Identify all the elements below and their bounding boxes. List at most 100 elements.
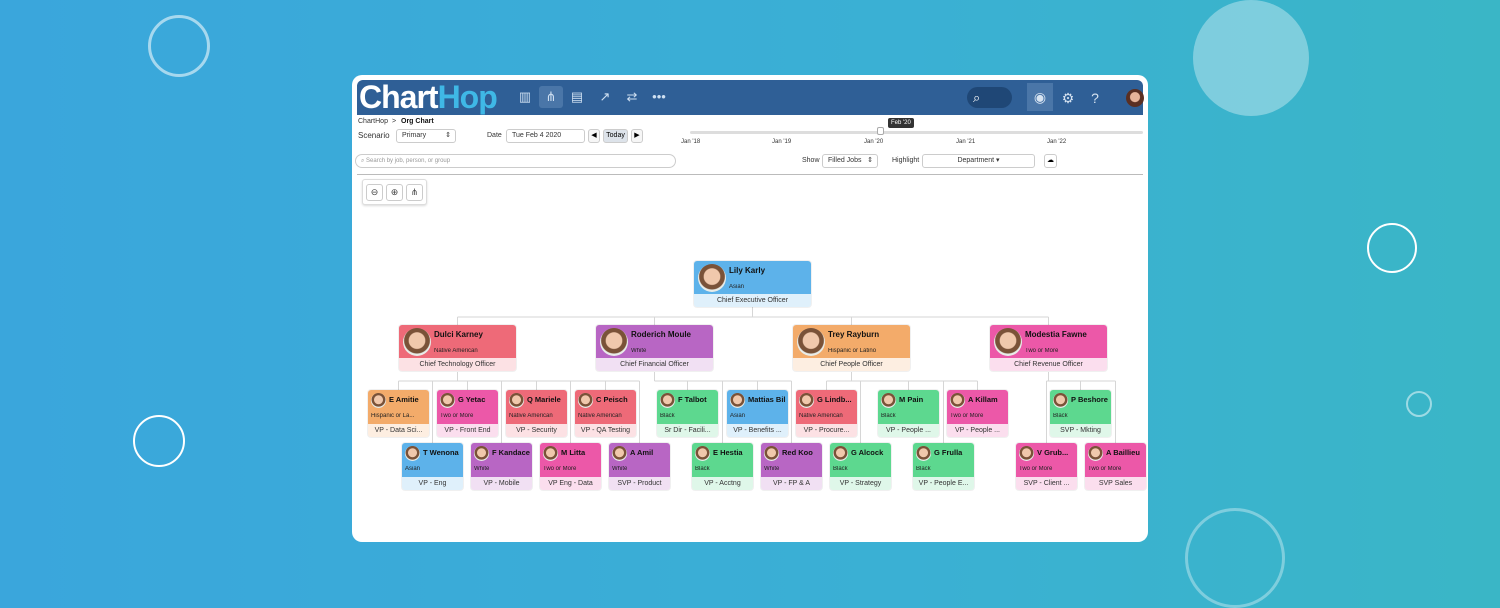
person-name: G Yetac <box>458 395 486 404</box>
person-demographic: Asian <box>729 284 745 290</box>
person-demographic: Asian <box>405 466 421 472</box>
table-icon[interactable]: ▤ <box>570 89 584 104</box>
person-card[interactable]: M Litta Two or More VP Eng - Data <box>540 443 601 490</box>
person-card[interactable]: Lily Karly Asian Chief Executive Officer <box>694 261 811 307</box>
person-demographic: Native American <box>799 413 843 419</box>
person-demographic: Hispanic or Latino <box>828 348 877 354</box>
card-header: M Litta Two or More <box>540 443 601 477</box>
person-card[interactable]: E Hestia Black VP - Acctng <box>692 443 753 490</box>
timeline-thumb[interactable] <box>877 127 884 135</box>
job-title: VP - People ... <box>878 424 939 437</box>
timeline-tick: Jan '18 <box>681 139 701 145</box>
export-button[interactable]: ☁ <box>1044 154 1057 168</box>
card-header: Modestia Fawne Two or More <box>990 325 1107 358</box>
person-card[interactable]: G Frulla Black VP - People E... <box>913 443 974 490</box>
help-icon[interactable]: ? <box>1091 90 1099 106</box>
job-title: VP Eng - Data <box>540 477 601 490</box>
person-card[interactable]: A Amil White SVP - Product <box>609 443 670 490</box>
person-card[interactable]: C Peisch Native American VP - QA Testing <box>575 390 636 437</box>
org-chart-icon[interactable]: ⋔ <box>539 86 563 108</box>
decor-circle <box>1406 391 1432 417</box>
divider <box>357 174 1143 175</box>
person-name: C Peisch <box>596 395 628 404</box>
person-card[interactable]: G Yetac Two or More VP - Front End <box>437 390 498 437</box>
highlight-select[interactable]: Department ▾ <box>922 154 1035 168</box>
prev-button[interactable]: ◀ <box>588 129 600 143</box>
show-select[interactable]: Filled Jobs ⇕ <box>822 154 878 168</box>
person-card[interactable]: F Kandace White VP - Mobile <box>471 443 532 490</box>
global-search[interactable]: ⌕ <box>967 87 1012 108</box>
avatar <box>698 264 726 292</box>
show-label: Show <box>802 157 820 164</box>
person-card[interactable]: V Grub... Two or More SVP - Client ... <box>1016 443 1077 490</box>
job-title: VP - Eng <box>402 477 463 490</box>
timeline-slider[interactable] <box>690 131 1143 134</box>
person-card[interactable]: Q Mariele Native American VP - Security <box>506 390 567 437</box>
job-title: Chief Executive Officer <box>694 294 811 307</box>
person-card[interactable]: F Talbot Black Sr Dir - Facili... <box>657 390 718 437</box>
person-card[interactable]: Trey Rayburn Hispanic or Latino Chief Pe… <box>793 325 910 371</box>
decor-circle <box>133 415 185 467</box>
eye-icon[interactable]: ◉ <box>1027 83 1053 111</box>
timeline-tick: Jan '20 <box>864 139 884 145</box>
person-card[interactable]: T Wenona Asian VP - Eng <box>402 443 463 490</box>
person-card[interactable]: Red Koo White VP - FP & A <box>761 443 822 490</box>
job-title: VP - FP & A <box>761 477 822 490</box>
card-header: C Peisch Native American <box>575 390 636 424</box>
avatar <box>950 393 965 408</box>
person-card[interactable]: G Alcock Black VP - Strategy <box>830 443 891 490</box>
person-demographic: Black <box>881 413 896 419</box>
decor-circle <box>1185 508 1285 608</box>
fit-tree-icon[interactable]: ⋔ <box>406 184 423 201</box>
avatar <box>764 446 779 461</box>
person-card[interactable]: Roderich Moule White Chief Financial Off… <box>596 325 713 371</box>
person-card[interactable]: M Pain Black VP - People ... <box>878 390 939 437</box>
bar-chart-icon[interactable]: ▥ <box>518 89 532 104</box>
person-card[interactable]: A Killam Two or More VP - People ... <box>947 390 1008 437</box>
next-button[interactable]: ▶ <box>631 129 643 143</box>
date-input[interactable]: Tue Feb 4 2020 <box>506 129 585 143</box>
card-header: E Hestia Black <box>692 443 753 477</box>
person-card[interactable]: Dulci Karney Native American Chief Techn… <box>399 325 516 371</box>
job-title: Chief Financial Officer <box>596 358 713 371</box>
card-header: A Baillieu Two or More <box>1085 443 1146 477</box>
search-input[interactable]: ⌕ Search by job, person, or group <box>355 154 676 168</box>
job-title: VP - Acctng <box>692 477 753 490</box>
org-connectors <box>398 307 1116 443</box>
job-title: Sr Dir - Facili... <box>657 424 718 437</box>
scenario-select[interactable]: Primary ⇕ <box>396 129 456 143</box>
card-header: A Amil White <box>609 443 670 477</box>
avatar <box>600 328 628 356</box>
charthop-logo[interactable]: ChartHop <box>359 79 498 115</box>
shuffle-icon[interactable]: ⇄ <box>626 89 638 104</box>
zoom-out-icon[interactable]: ⊖ <box>366 184 383 201</box>
more-icon[interactable]: ••• <box>652 89 666 104</box>
decor-circle <box>1367 223 1417 273</box>
person-card[interactable]: E Amitie Hispanic or La... VP - Data Sci… <box>368 390 429 437</box>
person-demographic: Two or More <box>1019 466 1053 472</box>
person-card[interactable]: G Lindb... Native American VP - Procure.… <box>796 390 857 437</box>
avatar <box>881 393 896 408</box>
person-name: M Pain <box>899 395 924 404</box>
breadcrumb-root[interactable]: ChartHop <box>358 118 388 125</box>
show-value: Filled Jobs <box>828 157 862 164</box>
person-card[interactable]: A Baillieu Two or More SVP Sales <box>1085 443 1146 490</box>
user-avatar[interactable] <box>1126 89 1144 107</box>
card-header: T Wenona Asian <box>402 443 463 477</box>
gear-icon[interactable]: ⚙ <box>1061 90 1075 106</box>
updown-icon: ⇕ <box>445 132 451 139</box>
person-demographic: Two or More <box>1025 348 1059 354</box>
timeline-tooltip: Feb '20 <box>888 118 914 128</box>
job-title: SVP - Product <box>609 477 670 490</box>
today-button[interactable]: Today <box>603 129 628 143</box>
trend-chart-icon[interactable]: ↗ <box>599 89 611 104</box>
person-card[interactable]: Mattias Bil Asian VP - Benefits ... <box>727 390 788 437</box>
zoom-in-icon[interactable]: ⊕ <box>386 184 403 201</box>
avatar <box>1019 446 1034 461</box>
person-card[interactable]: Modestia Fawne Two or More Chief Revenue… <box>990 325 1107 371</box>
person-name: Lily Karly <box>729 266 766 275</box>
person-card[interactable]: P Beshore Black SVP - Mkting <box>1050 390 1111 437</box>
card-header: Q Mariele Native American <box>506 390 567 424</box>
person-name: Mattias Bil <box>748 395 786 404</box>
person-demographic: Hispanic or La... <box>371 413 415 419</box>
